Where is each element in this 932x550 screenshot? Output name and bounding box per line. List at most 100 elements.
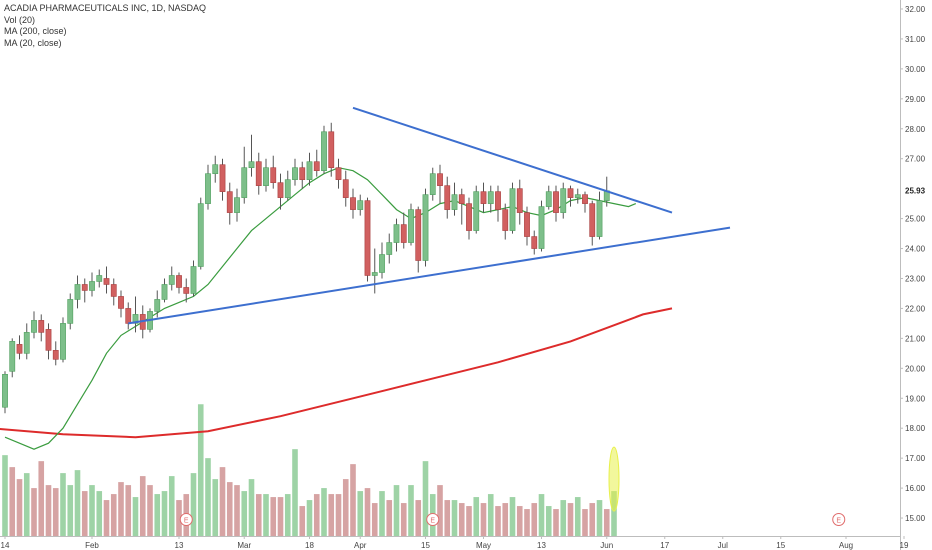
volume-bar [205,458,211,536]
x-tick-label: Apr [354,541,367,550]
candle-body [270,167,277,183]
volume-bar [139,476,146,536]
y-tick-label: 15.00 [905,514,926,523]
x-tick-label: 13 [175,541,184,550]
earnings-marker[interactable] [179,513,193,527]
volume-bar [270,497,277,536]
ma200-line [0,307,673,439]
earnings-marker[interactable] [832,513,846,527]
volume-bar [386,500,393,536]
candle-body [567,188,574,198]
volume-bar [379,491,385,536]
volume-bar [277,497,284,536]
candle-body [292,167,298,180]
volume-bar [415,500,422,536]
x-tick-label: 15 [776,541,785,550]
last-price-tag [901,184,931,197]
earnings-marker[interactable] [426,513,440,527]
volume-bar [553,509,559,536]
indicator-ma200[interactable]: MA (200, close) [4,26,67,36]
volume-highlight [608,446,620,512]
volume-bar [52,488,59,536]
candle-body [342,179,349,198]
indicator-volume[interactable]: Vol (20) [4,14,36,25]
candle-body [197,203,204,267]
volume-bar [2,455,8,536]
candle-body [234,197,240,213]
volume-bar [234,485,240,536]
y-tick-label: 27.00 [905,155,926,164]
candle-body [393,224,400,243]
last-price-label: 25.93 [905,187,926,196]
volume-bar [306,500,313,536]
candle-body [473,191,480,231]
volume-bar [190,473,197,536]
volume-bar [125,485,132,536]
candle-body [212,164,219,174]
candle-body [52,350,59,360]
volume-bar [118,482,124,536]
x-tick-label: 13 [537,541,546,550]
candle-body [67,299,74,324]
candle-body [596,200,603,237]
volume-bar [89,485,95,536]
x-tick-label: 15 [421,541,430,550]
x-tick-label: Mar [237,541,251,550]
x-tick-label: Feb [85,541,99,550]
candle-body [45,329,52,351]
volume-bar [292,449,298,536]
volume-bar [531,503,538,536]
candle-body [16,344,23,354]
y-tick-label: 22.00 [905,304,926,313]
y-tick-label: 24.00 [905,245,926,254]
volume-bar [408,485,414,536]
x-tick-label: 19 [900,541,909,550]
volume-bar [437,485,443,536]
indicator-ma20[interactable]: MA (20, close) [4,37,62,48]
resistance-trendline[interactable] [352,106,673,214]
candle-body [306,161,313,180]
candle-body [553,191,559,213]
volume-bar [248,479,255,536]
volume-bar [321,488,327,536]
candle-body [219,164,226,192]
volume-bar [132,497,139,536]
y-tick-label: 32.00 [905,5,926,14]
volume-bar [45,485,52,536]
x-tick-label: 14 [1,541,10,550]
candle-body [444,185,451,210]
volume-bar [335,494,342,536]
candle-body [321,131,327,171]
volume-bar [487,494,494,536]
candle-body [451,194,458,210]
y-tick-label: 18.00 [905,424,926,433]
candle-body [437,173,443,186]
volume-bar [560,500,567,536]
candle-body [103,278,110,285]
volume-bar [219,467,226,536]
volume-bar [516,506,523,536]
volume-bar [299,506,306,536]
volume-bar [9,467,16,536]
candle-body [161,284,168,300]
volume-bar [473,497,480,536]
candle-body [168,275,175,285]
y-tick-label: 21.00 [905,334,926,343]
support-trendline[interactable] [128,226,731,325]
volume-bar [168,476,175,536]
volume-bar [161,491,168,536]
candle-body [81,284,88,291]
y-tick-label: 29.00 [905,95,926,104]
candle-body [480,191,487,204]
volume-bar [147,485,153,536]
candle-body [516,188,523,213]
volume-bar [176,500,182,536]
price-axis-panel[interactable] [900,0,932,550]
candle-body [190,266,197,294]
candle-body [38,320,45,333]
earnings-marker-label: E [836,518,841,525]
volume-bar [495,506,501,536]
volume-bar [364,488,371,536]
volume-bar [509,497,516,536]
